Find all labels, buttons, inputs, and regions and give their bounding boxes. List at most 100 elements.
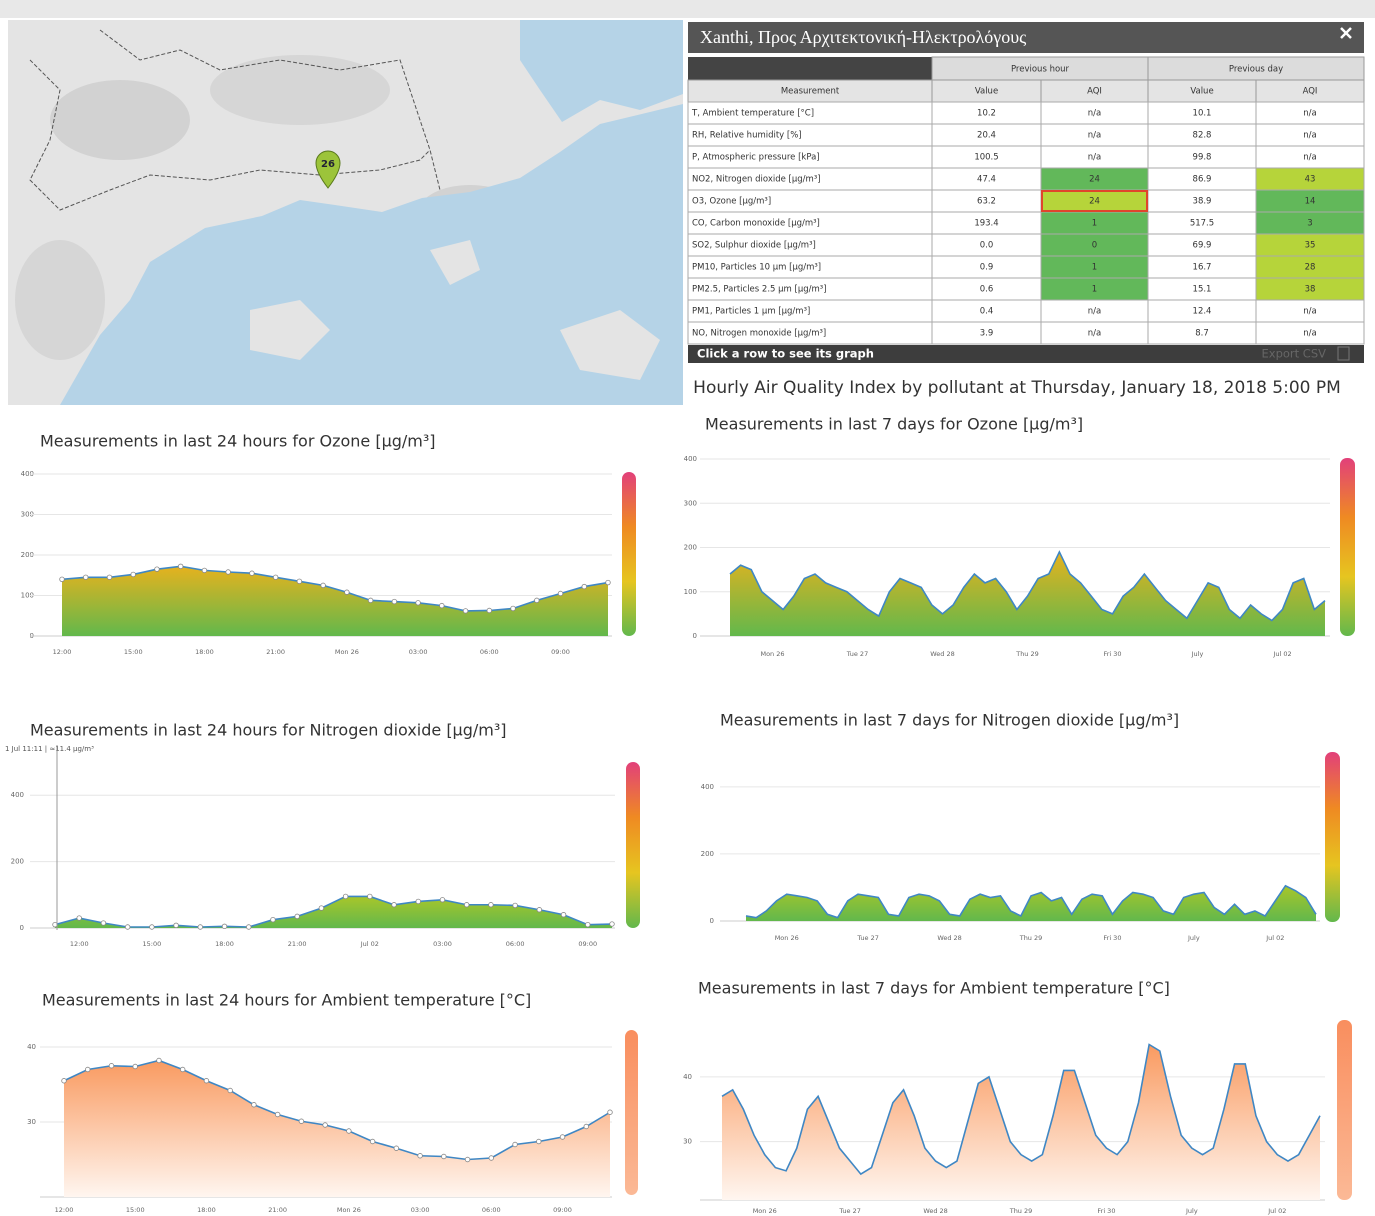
y-tick-label: 0 xyxy=(20,924,24,932)
point xyxy=(85,1067,90,1072)
pin-label: 26 xyxy=(321,159,335,170)
color-scale xyxy=(625,1030,638,1195)
point xyxy=(558,591,563,596)
table-row[interactable]: RH, Relative humidity [%]20.4n/a82.8n/a xyxy=(688,124,1364,146)
point xyxy=(610,922,615,927)
area xyxy=(55,896,612,928)
x-tick-label: 06:00 xyxy=(482,1206,501,1214)
cell-text: T, Ambient temperature [°C] xyxy=(691,109,814,119)
x-tick-label: Wed 28 xyxy=(923,1207,948,1215)
point xyxy=(463,609,468,614)
table-row[interactable]: CO, Carbon monoxide [µg/m³]193.41517.53 xyxy=(688,212,1364,234)
cell-text: 1 xyxy=(1092,285,1097,295)
cell-text: 28 xyxy=(1305,263,1316,273)
cell-text: 12.4 xyxy=(1193,307,1212,317)
cell-text: 3.9 xyxy=(980,329,994,339)
x-tick-label: Thu 29 xyxy=(1015,650,1039,658)
table-row[interactable]: SO2, Sulphur dioxide [µg/m³]0.0069.935 xyxy=(688,234,1364,256)
chart-title: Measurements in last 24 hours for Ozone … xyxy=(40,432,436,451)
cell-text: 86.9 xyxy=(1193,175,1212,185)
cell-text: 38.9 xyxy=(1193,197,1212,207)
y-tick-label: 40 xyxy=(27,1043,36,1051)
area xyxy=(730,552,1325,636)
point xyxy=(222,924,227,929)
point xyxy=(561,912,566,917)
point xyxy=(246,925,251,930)
x-tick-label: Mon 26 xyxy=(753,1207,777,1215)
terrain xyxy=(15,240,105,360)
table-row[interactable]: PM1, Particles 1 µm [µg/m³]0.4n/a12.4n/a xyxy=(688,300,1364,322)
x-tick-label: 06:00 xyxy=(506,940,525,948)
area xyxy=(722,1044,1320,1200)
point xyxy=(321,583,326,588)
table-row[interactable]: P, Atmospheric pressure [kPa]100.5n/a99.… xyxy=(688,146,1364,168)
y-tick-label: 40 xyxy=(683,1073,692,1081)
table-row[interactable]: NO, Nitrogen monoxide [µg/m³]3.9n/a8.7n/… xyxy=(688,322,1364,344)
map[interactable]: 26 xyxy=(8,20,683,405)
y-tick-label: 0 xyxy=(710,917,714,925)
point xyxy=(368,598,373,603)
x-tick-label: Fri 30 xyxy=(1103,934,1121,942)
chart-title: Measurements in last 7 days for Ambient … xyxy=(698,979,1170,998)
cell-text: n/a xyxy=(1303,131,1316,141)
point xyxy=(77,916,82,921)
point xyxy=(83,575,88,580)
table-row[interactable]: O3, Ozone [µg/m³]63.22438.914 xyxy=(688,190,1364,212)
table-row[interactable]: NO2, Nitrogen dioxide [µg/m³]47.42486.94… xyxy=(688,168,1364,190)
cell-text: 517.5 xyxy=(1190,219,1214,229)
x-tick-label: Tue 27 xyxy=(846,650,868,658)
x-tick-label: July xyxy=(1185,1207,1198,1215)
area xyxy=(62,566,608,636)
cell-text: 38 xyxy=(1305,285,1316,295)
cell-text: 193.4 xyxy=(974,219,998,229)
point xyxy=(252,1102,257,1107)
x-tick-label: Mon 26 xyxy=(775,934,799,942)
point xyxy=(319,906,324,911)
point xyxy=(584,1124,589,1129)
cell-text: n/a xyxy=(1088,307,1101,317)
cell-text: NO, Nitrogen monoxide [µg/m³] xyxy=(692,329,826,339)
cell-text: n/a xyxy=(1088,329,1101,339)
cell-text: PM2.5, Particles 2.5 µm [µg/m³] xyxy=(692,285,827,295)
color-scale xyxy=(1340,458,1355,636)
point xyxy=(228,1088,233,1093)
x-tick-label: 12:00 xyxy=(55,1206,74,1214)
cell-text: n/a xyxy=(1303,329,1316,339)
cell-text: 82.8 xyxy=(1193,131,1212,141)
cell-text: 15.1 xyxy=(1193,285,1212,295)
cell-text: 24 xyxy=(1089,197,1100,207)
y-tick-label: 400 xyxy=(684,455,697,463)
point xyxy=(464,902,469,907)
export-csv[interactable]: Export CSV xyxy=(1262,347,1327,361)
point xyxy=(370,1139,375,1144)
point xyxy=(150,925,155,930)
cell-text: 63.2 xyxy=(977,197,996,207)
point xyxy=(125,925,130,930)
x-tick-label: 12:00 xyxy=(53,648,72,656)
x-tick-label: Jul 02 xyxy=(360,940,379,948)
top-strip xyxy=(0,0,1375,18)
group-header-label: Previous day xyxy=(1229,65,1283,75)
x-tick-label: Wed 28 xyxy=(937,934,962,942)
x-tick-label: 03:00 xyxy=(411,1206,430,1214)
cell-text: 24 xyxy=(1089,175,1100,185)
cell-text: n/a xyxy=(1088,131,1101,141)
y-tick-label: 400 xyxy=(701,783,714,791)
point xyxy=(416,899,421,904)
y-tick-label: 200 xyxy=(701,850,714,858)
header-corner xyxy=(688,57,932,80)
table-row[interactable]: PM2.5, Particles 2.5 µm [µg/m³]0.6115.13… xyxy=(688,278,1364,300)
point xyxy=(323,1123,328,1128)
tooltip: 1 Jul 11:11 | ≈11.4 µg/m³ xyxy=(5,745,94,753)
table-row[interactable]: T, Ambient temperature [°C]10.2n/a10.1n/… xyxy=(688,102,1364,124)
table-row[interactable]: PM10, Particles 10 µm [µg/m³]0.9116.728 xyxy=(688,256,1364,278)
point xyxy=(345,590,350,595)
point xyxy=(178,564,183,569)
cell-text: 16.7 xyxy=(1193,263,1212,273)
point xyxy=(271,917,276,922)
cell-text: 43 xyxy=(1305,175,1316,185)
x-tick-label: 21:00 xyxy=(288,940,307,948)
x-tick-label: Wed 28 xyxy=(930,650,955,658)
chart-title: Measurements in last 24 hours for Ambien… xyxy=(42,991,531,1010)
point xyxy=(62,1078,67,1083)
